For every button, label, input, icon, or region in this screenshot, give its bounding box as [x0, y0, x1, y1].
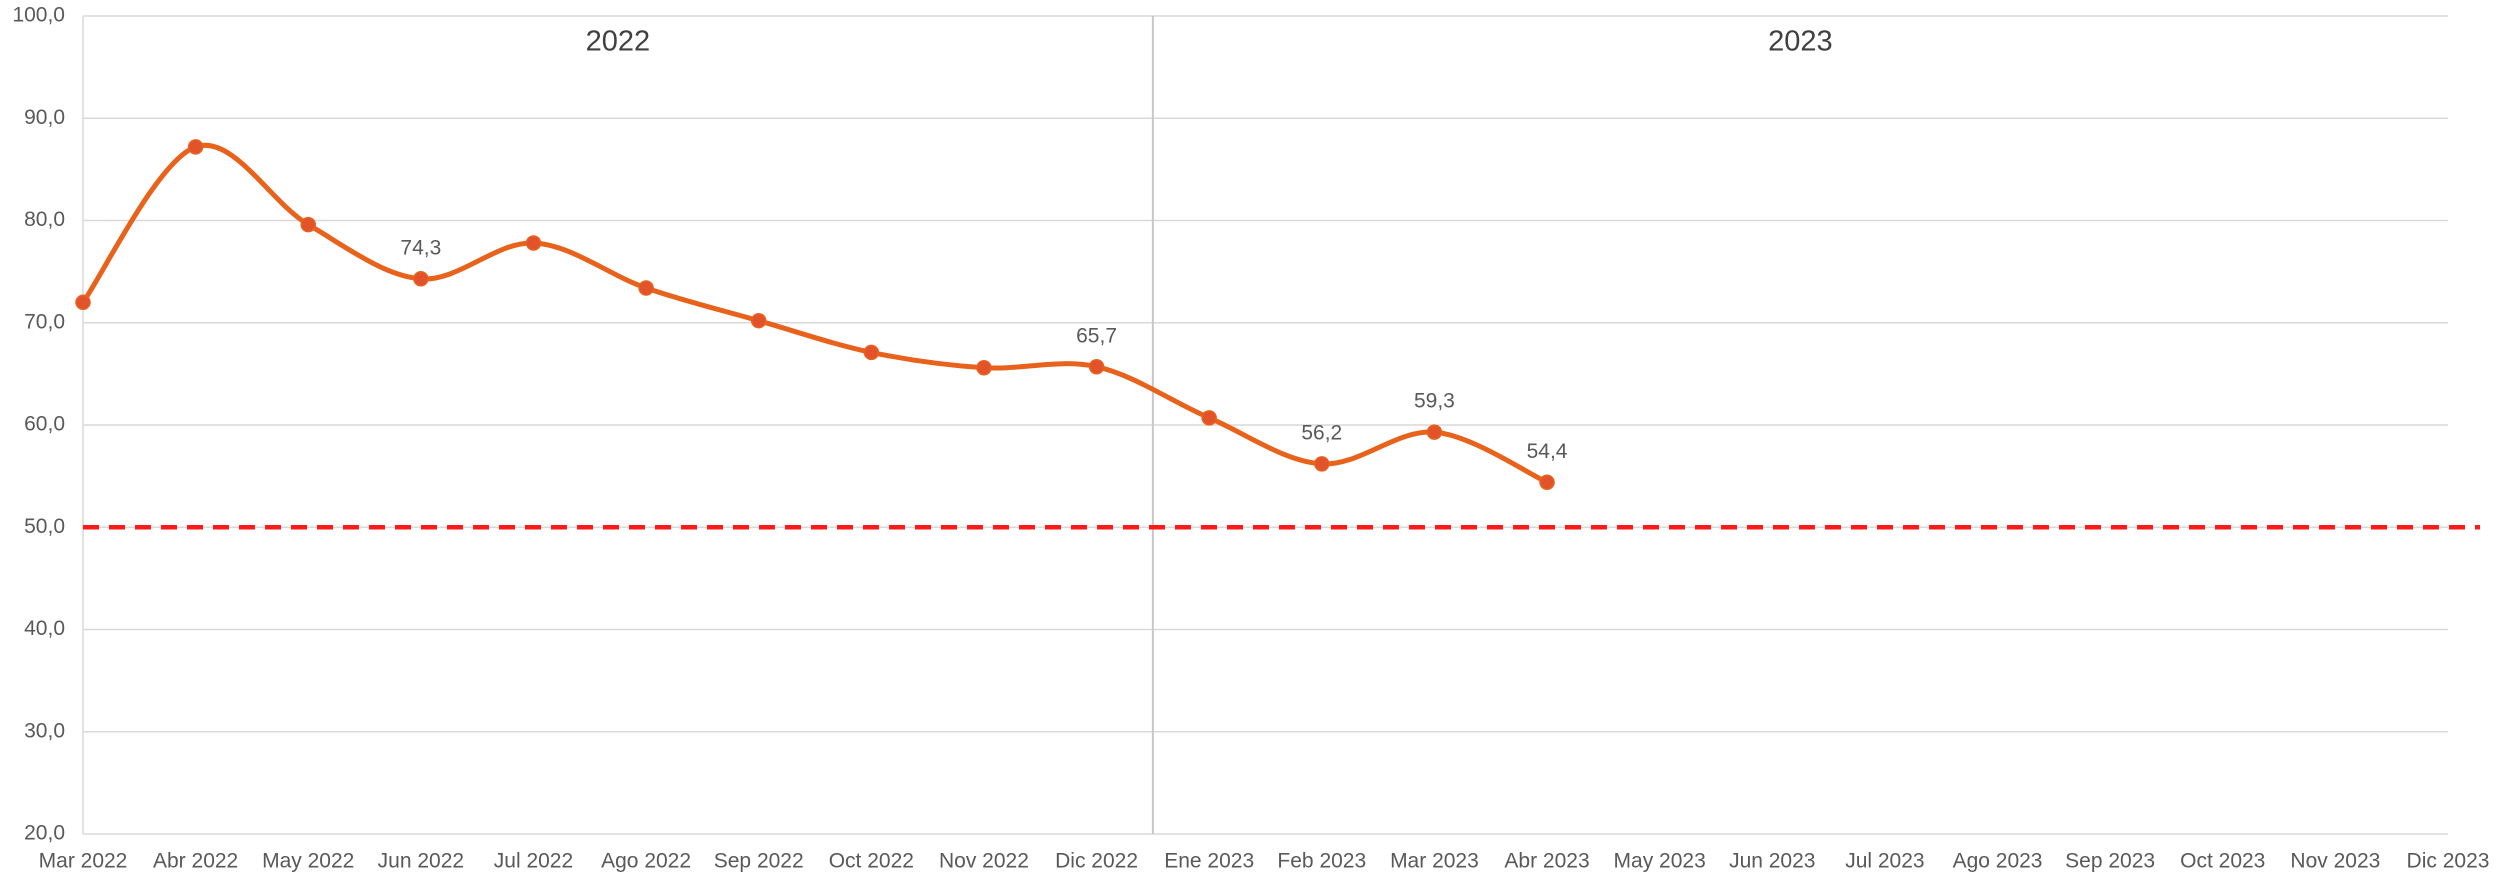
- x-tick-label: Ago 2023: [1953, 850, 2043, 873]
- x-tick-label: Jul 2022: [494, 850, 573, 873]
- marker: [300, 216, 316, 233]
- marker: [750, 312, 767, 329]
- marker: [525, 235, 542, 251]
- y-tick-label: 70,0: [24, 310, 65, 333]
- data-label: 59,3: [1414, 390, 1455, 413]
- x-tick-label: Oct 2022: [829, 850, 914, 873]
- marker: [1201, 410, 1217, 426]
- y-tick-label: 80,0: [24, 208, 65, 231]
- x-tick-label: Abr 2023: [1504, 850, 1589, 873]
- y-tick-label: 30,0: [24, 719, 65, 742]
- marker: [187, 139, 204, 155]
- x-tick-label: Nov 2022: [939, 850, 1029, 873]
- marker: [863, 344, 880, 361]
- data-label: 56,2: [1301, 421, 1342, 444]
- x-tick-label: Mar 2023: [1390, 850, 1479, 873]
- marker: [413, 271, 429, 287]
- marker: [75, 294, 91, 311]
- x-tick-label: Mar 2022: [39, 850, 128, 873]
- marker: [1426, 424, 1443, 440]
- x-tick-label: May 2022: [262, 850, 354, 873]
- y-tick-label: 50,0: [24, 515, 65, 538]
- x-tick-label: Jun 2023: [1729, 850, 1815, 873]
- x-tick-label: Dic 2022: [1055, 850, 1138, 873]
- x-tick-label: Sep 2022: [714, 850, 804, 873]
- y-tick-label: 60,0: [24, 413, 65, 436]
- x-tick-label: Sep 2023: [2065, 850, 2155, 873]
- x-tick-label: Feb 2023: [1277, 850, 1366, 873]
- x-tick-label: Jul 2023: [1845, 850, 1924, 873]
- data-label: 74,3: [400, 236, 441, 259]
- x-tick-label: May 2023: [1614, 850, 1706, 873]
- x-tick-label: Dic 2023: [2407, 850, 2490, 873]
- y-tick-label: 20,0: [24, 822, 65, 845]
- x-tick-label: Abr 2022: [153, 850, 238, 873]
- marker: [1314, 456, 1330, 472]
- data-label: 65,7: [1076, 324, 1117, 347]
- x-tick-label: Oct 2023: [2180, 850, 2265, 873]
- data-label: 54,4: [1527, 440, 1568, 463]
- x-tick-label: Ago 2022: [601, 850, 691, 873]
- marker: [976, 359, 992, 376]
- x-tick-label: Ene 2023: [1164, 850, 1254, 873]
- marker: [638, 280, 654, 296]
- x-tick-label: Nov 2023: [2290, 850, 2380, 873]
- marker: [1539, 474, 1555, 491]
- year-label: 2022: [586, 26, 651, 58]
- marker: [1088, 358, 1105, 375]
- y-tick-label: 40,0: [24, 617, 65, 640]
- y-tick-label: 90,0: [24, 106, 65, 129]
- year-label: 2023: [1768, 26, 1833, 58]
- y-tick-label: 100,0: [12, 4, 65, 27]
- x-tick-label: Jun 2022: [378, 850, 464, 873]
